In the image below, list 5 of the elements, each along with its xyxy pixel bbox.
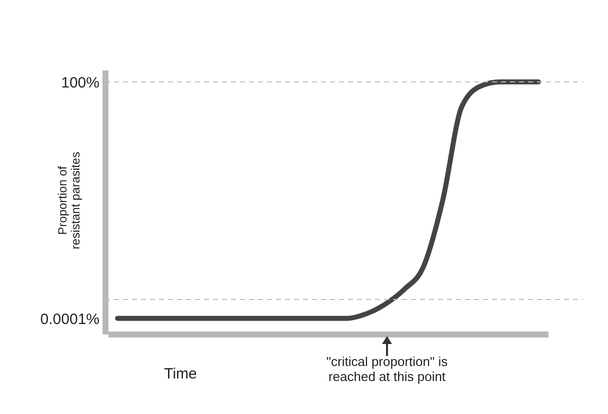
x-axis-title: Time [164, 366, 197, 382]
y-axis-title: Proportion of resistant parasites [56, 152, 82, 250]
y-tick-label: 100% [61, 74, 100, 92]
text: "critical proportion" is reached at this point [326, 354, 448, 384]
y-tick-label: 0.0001% [40, 310, 100, 328]
